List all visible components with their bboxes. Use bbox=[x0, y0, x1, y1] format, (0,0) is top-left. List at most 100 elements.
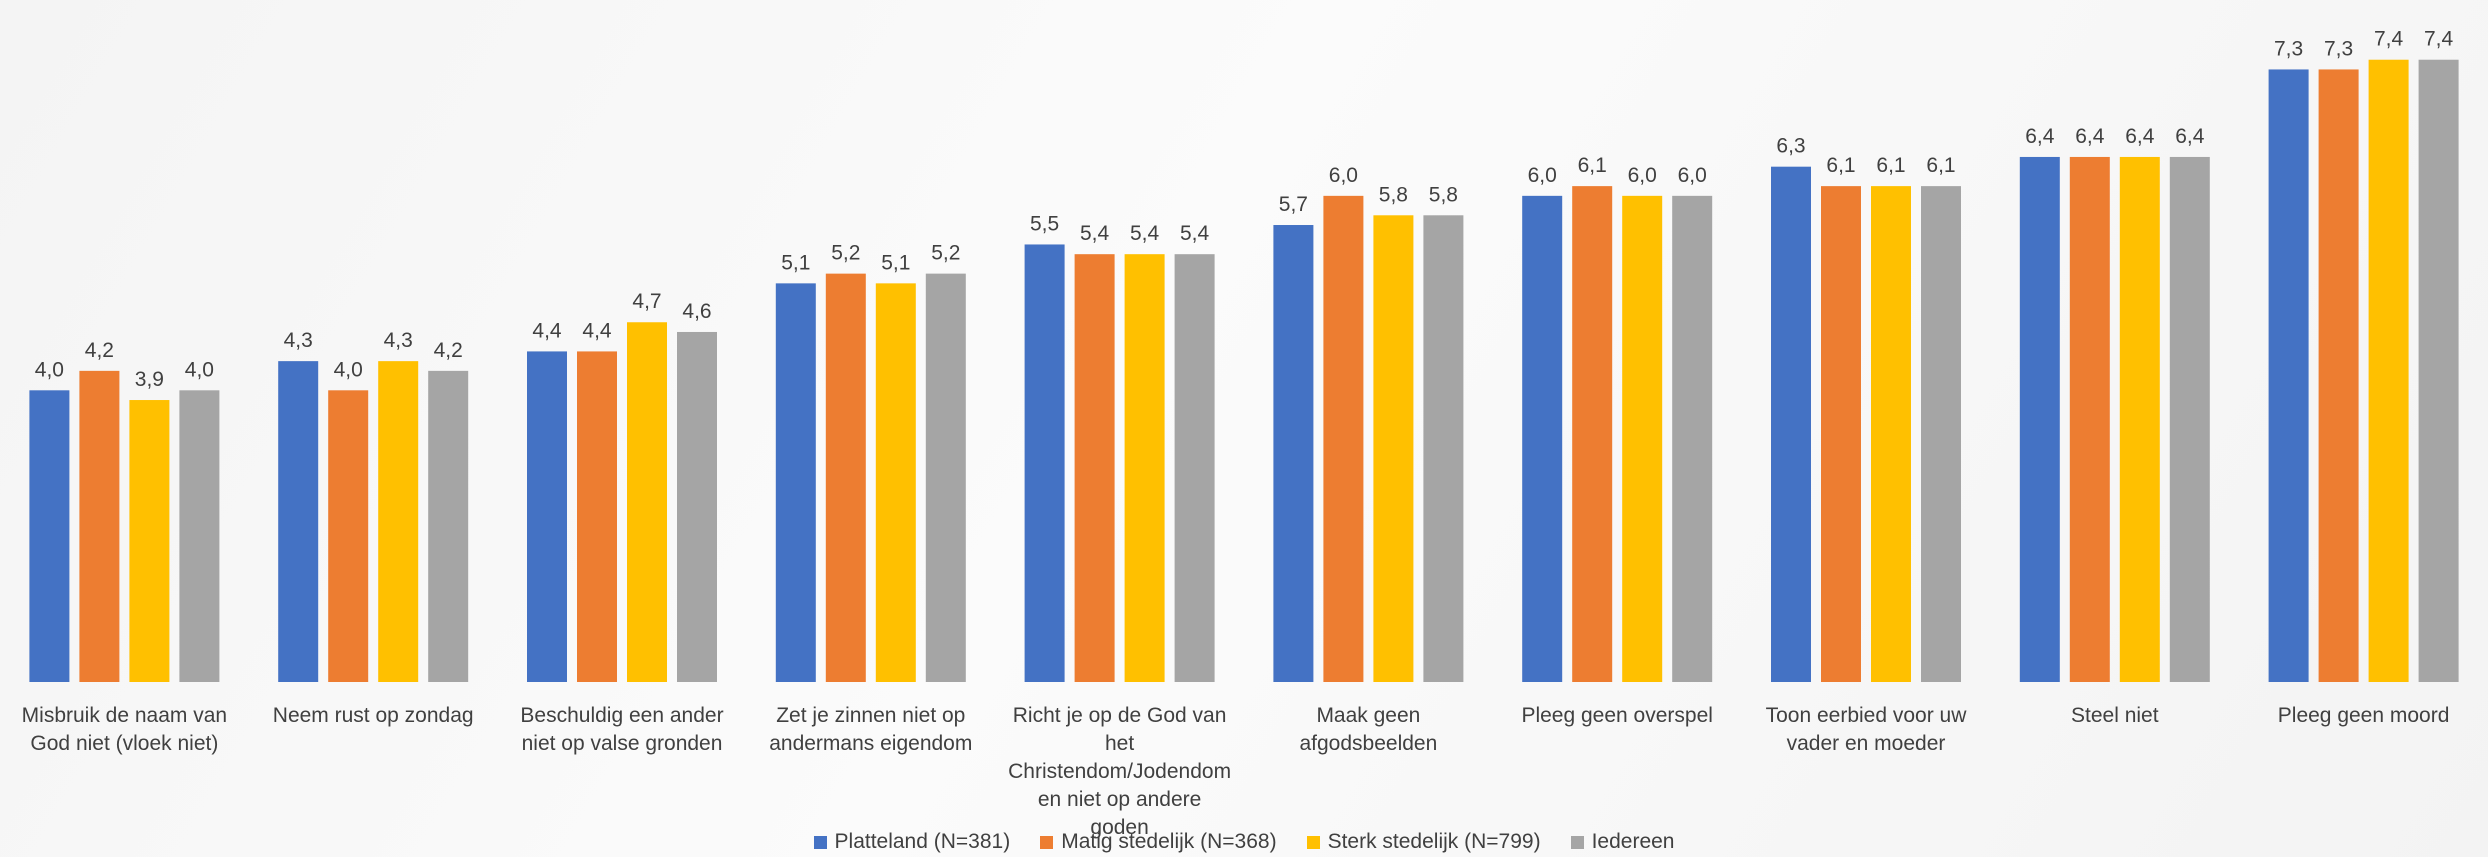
value-label: 4,0 bbox=[334, 358, 363, 381]
value-label: 4,0 bbox=[35, 358, 64, 381]
category-label: Neem rust op zondag bbox=[272, 704, 474, 727]
value-label: 5,2 bbox=[831, 242, 860, 265]
bar bbox=[179, 390, 220, 682]
value-label: 5,5 bbox=[1030, 212, 1059, 235]
bar bbox=[2119, 156, 2160, 682]
value-label: 6,0 bbox=[1528, 164, 1557, 187]
category-label: Maak geen afgodsbeelden bbox=[1299, 704, 1438, 755]
value-label: 4,4 bbox=[582, 319, 612, 342]
value-label: 5,7 bbox=[1279, 193, 1308, 216]
value-label: 6,1 bbox=[1926, 154, 1955, 177]
value-label: 4,4 bbox=[532, 319, 562, 342]
bar bbox=[378, 361, 419, 682]
bar bbox=[328, 390, 369, 682]
bar bbox=[1273, 225, 1314, 682]
legend-item: Platteland (N=381) bbox=[813, 830, 1011, 854]
bar bbox=[2169, 156, 2210, 682]
value-label: 6,0 bbox=[1329, 164, 1358, 187]
bar bbox=[825, 273, 866, 682]
value-label: 7,3 bbox=[2274, 37, 2303, 60]
legend-label: Sterk stedelijk (N=799) bbox=[1327, 830, 1541, 853]
bar bbox=[1921, 186, 1961, 682]
value-label: 3,9 bbox=[135, 368, 164, 391]
bar bbox=[2069, 156, 2110, 682]
bar bbox=[925, 273, 966, 682]
legend-swatch bbox=[813, 835, 827, 849]
category-label: Misbruik de naam van God niet (vloek nie… bbox=[21, 704, 228, 755]
bar bbox=[1572, 186, 1613, 682]
bar bbox=[1672, 195, 1713, 682]
bar bbox=[1024, 244, 1065, 682]
category-label: Pleeg geen moord bbox=[2277, 704, 2450, 727]
bar bbox=[2418, 59, 2459, 682]
bar bbox=[875, 283, 916, 682]
bar bbox=[1821, 186, 1861, 682]
value-label: 5,4 bbox=[1130, 222, 1160, 245]
bar bbox=[79, 370, 120, 682]
bar bbox=[129, 400, 170, 682]
bar bbox=[677, 331, 717, 682]
bar bbox=[1522, 195, 1563, 682]
bar bbox=[1323, 195, 1364, 682]
category-label: Steel niet bbox=[2071, 704, 2159, 727]
value-label: 4,3 bbox=[284, 329, 313, 352]
bar bbox=[1124, 254, 1165, 682]
value-label: 6,1 bbox=[1876, 154, 1905, 177]
value-label: 5,1 bbox=[781, 251, 810, 274]
value-label: 6,0 bbox=[1628, 164, 1657, 187]
legend-swatch bbox=[1040, 835, 1054, 849]
bar bbox=[2318, 69, 2359, 682]
value-label: 6,4 bbox=[2025, 125, 2055, 148]
value-label: 5,4 bbox=[1180, 222, 1210, 245]
value-label: 5,8 bbox=[1379, 183, 1408, 206]
legend: Platteland (N=381) Matig stedelijk (N=368… bbox=[0, 830, 2488, 854]
bar bbox=[278, 361, 319, 682]
bar bbox=[775, 283, 816, 682]
value-label: 7,4 bbox=[2424, 28, 2454, 51]
legend-label: Matig stedelijk (N=368) bbox=[1061, 830, 1277, 853]
bar bbox=[428, 370, 469, 682]
value-label: 6,4 bbox=[2125, 125, 2155, 148]
value-label: 6,0 bbox=[1678, 164, 1707, 187]
bar bbox=[2019, 156, 2060, 682]
value-label: 5,4 bbox=[1080, 222, 1110, 245]
legend-item: Sterk stedelijk (N=799) bbox=[1306, 830, 1541, 854]
bar bbox=[1871, 186, 1911, 682]
bar bbox=[1174, 254, 1215, 682]
value-label: 6,4 bbox=[2075, 125, 2105, 148]
bar bbox=[1771, 166, 1811, 682]
value-label: 7,3 bbox=[2324, 37, 2353, 60]
value-label: 5,1 bbox=[881, 251, 910, 274]
bar bbox=[577, 351, 617, 682]
bar bbox=[1373, 215, 1414, 683]
value-label: 6,1 bbox=[1578, 154, 1607, 177]
legend-label: Platteland (N=381) bbox=[834, 830, 1011, 853]
value-label: 4,6 bbox=[682, 300, 711, 323]
value-label: 4,0 bbox=[185, 358, 214, 381]
category-label: Zet je zinnen niet op andermans eigendom bbox=[769, 704, 973, 755]
bar bbox=[29, 390, 70, 682]
bar bbox=[1074, 254, 1115, 682]
value-label: 5,8 bbox=[1429, 183, 1458, 206]
value-label: 5,2 bbox=[931, 242, 960, 265]
value-label: 6,3 bbox=[1776, 135, 1805, 158]
bar bbox=[2368, 59, 2409, 682]
bar bbox=[527, 351, 567, 682]
value-label: 6,1 bbox=[1826, 154, 1855, 177]
value-label: 4,2 bbox=[85, 339, 114, 362]
category-label: Pleeg geen overspel bbox=[1521, 704, 1713, 727]
legend-swatch bbox=[1306, 835, 1320, 849]
bar bbox=[2268, 69, 2309, 682]
bar bbox=[1423, 215, 1464, 683]
legend-item: Iedereen bbox=[1570, 830, 1675, 854]
category-label: Toon eerbied voor uw vader en moeder bbox=[1765, 704, 1967, 755]
bar bbox=[627, 322, 667, 682]
legend-swatch bbox=[1570, 835, 1584, 849]
value-label: 7,4 bbox=[2374, 28, 2404, 51]
legend-label: Iedereen bbox=[1591, 830, 1675, 853]
category-label: Richt je op de God van het Christendom/J… bbox=[1008, 704, 1232, 839]
bar bbox=[1622, 195, 1663, 682]
legend-item: Matig stedelijk (N=368) bbox=[1040, 830, 1277, 854]
